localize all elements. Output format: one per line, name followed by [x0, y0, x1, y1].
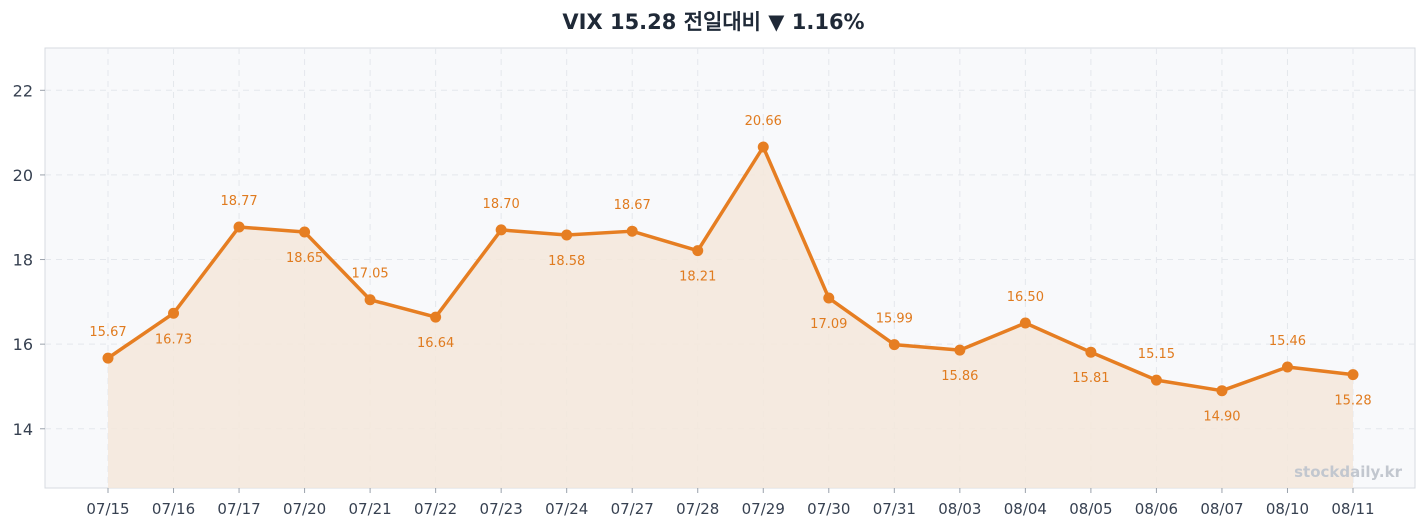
x-tick-label: 07/24	[545, 500, 588, 518]
x-tick-label: 08/05	[1069, 500, 1112, 518]
data-point	[102, 352, 114, 364]
data-label: 18.70	[483, 197, 520, 212]
data-point	[1150, 374, 1162, 386]
x-tick-label: 07/28	[676, 500, 719, 518]
x-axis-ticks: 07/15 07/16 07/17 07/20 07/21 07/22 07/23 07/24…	[86, 488, 1375, 518]
data-point	[168, 307, 180, 319]
data-point	[626, 225, 638, 237]
x-tick-label: 07/22	[414, 500, 457, 518]
y-tick-label: 14	[13, 420, 33, 439]
x-tick-label: 08/11	[1331, 500, 1374, 518]
data-points	[102, 141, 1359, 397]
x-tick-label: 08/04	[1004, 500, 1047, 518]
series-line	[106, 145, 1355, 393]
y-tick-label: 22	[13, 81, 33, 100]
data-point	[1216, 385, 1228, 397]
area-fill	[108, 147, 1353, 488]
data-point	[757, 141, 769, 153]
data-point	[495, 224, 507, 236]
data-point	[233, 221, 245, 233]
y-tick-label: 16	[13, 335, 33, 354]
data-point	[1347, 369, 1359, 381]
data-label: 16.73	[155, 332, 192, 347]
x-tick-label: 07/20	[283, 500, 326, 518]
data-label: 17.09	[810, 317, 847, 332]
data-label: 18.58	[548, 254, 585, 269]
data-label: 18.65	[286, 251, 323, 266]
chart-title: VIX 15.28 전일대비 ▼ 1.16%	[562, 10, 865, 34]
data-label: 14.90	[1203, 410, 1240, 425]
series-line-path	[106, 145, 1355, 393]
data-label: 15.86	[941, 369, 978, 384]
x-tick-label: 07/21	[348, 500, 391, 518]
x-tick-label: 07/17	[217, 500, 260, 518]
y-tick-label: 20	[13, 166, 33, 185]
data-label: 16.64	[417, 336, 454, 351]
data-label: 15.15	[1138, 347, 1175, 362]
y-tick-label: 18	[13, 251, 33, 270]
data-point	[1019, 317, 1031, 329]
x-tick-label: 07/27	[611, 500, 654, 518]
data-point	[823, 292, 835, 304]
x-tick-label: 07/16	[152, 500, 195, 518]
data-label: 15.46	[1269, 334, 1306, 349]
data-point	[299, 226, 311, 238]
x-tick-label: 08/03	[938, 500, 981, 518]
data-point	[364, 294, 376, 306]
data-point	[430, 311, 442, 323]
x-tick-label: 07/30	[807, 500, 850, 518]
watermark: stockdaily.kr	[1294, 463, 1402, 481]
x-tick-label: 07/31	[873, 500, 916, 518]
data-label: 15.28	[1334, 394, 1371, 409]
data-label: 18.77	[220, 194, 257, 209]
y-axis-ticks: 14 16 18 20 22	[13, 81, 45, 439]
data-label: 20.66	[745, 114, 782, 129]
data-point	[954, 344, 966, 356]
x-tick-label: 07/15	[86, 500, 129, 518]
data-label: 15.99	[876, 312, 913, 327]
data-point	[1085, 346, 1097, 358]
data-label: 18.21	[679, 270, 716, 285]
data-label: 15.67	[89, 325, 126, 340]
data-label: 15.81	[1072, 371, 1109, 386]
area-fill-path	[108, 147, 1353, 488]
x-tick-label: 07/29	[742, 500, 785, 518]
data-labels: 15.67 16.73 18.77 18.65 17.05 16.64 18.70 18.58…	[89, 114, 1371, 425]
data-point	[888, 339, 900, 351]
data-label: 18.67	[614, 198, 651, 213]
data-label: 16.50	[1007, 290, 1044, 305]
data-point	[1281, 361, 1293, 373]
data-point	[561, 229, 573, 241]
x-tick-label: 08/10	[1266, 500, 1309, 518]
data-label: 17.05	[351, 267, 388, 282]
x-tick-label: 08/07	[1200, 500, 1243, 518]
data-point	[692, 245, 704, 257]
x-tick-label: 07/23	[480, 500, 523, 518]
x-tick-label: 08/06	[1135, 500, 1178, 518]
